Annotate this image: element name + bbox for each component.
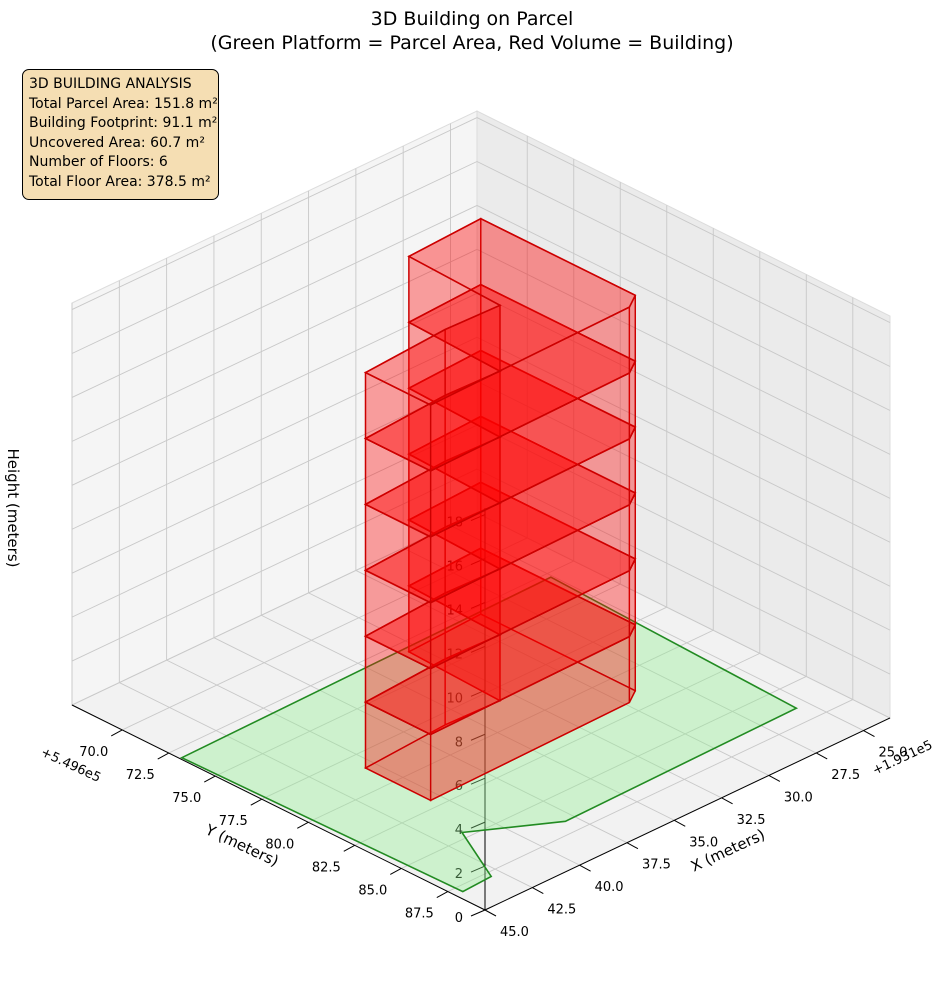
info-uncovered-area: Uncovered Area: 60.7 m²: [29, 134, 205, 151]
x-tick-mark: [626, 842, 639, 850]
grid-z-left: [476, 292, 891, 499]
z-tick-label: 0: [455, 911, 463, 926]
x-tick-label: 40.0: [595, 880, 624, 895]
info-parcel-area: Total Parcel Area: 151.8 m²: [29, 95, 218, 112]
grid-z-left: [476, 380, 891, 587]
grid-x-floor: [261, 614, 675, 821]
plot-volumes: [179, 217, 799, 893]
y-tick-mark: [250, 798, 262, 806]
y-tick-mark: [110, 729, 123, 737]
z-axis-label: Height (meters): [4, 449, 22, 568]
grid-z-left: [476, 205, 891, 411]
x-tick-mark: [484, 909, 497, 917]
floor-top-face: [363, 217, 637, 406]
y-tick-mark: [390, 868, 402, 875]
grid-x-floor: [119, 682, 533, 888]
grid-z-right: [71, 117, 478, 310]
y-tick-label: 72.5: [126, 768, 155, 783]
y-axis-line: [71, 704, 486, 911]
info-heading: 3D BUILDING ANALYSIS: [29, 76, 192, 92]
y-tick-label: 82.5: [312, 860, 341, 875]
grid-z-right: [71, 205, 478, 398]
z-tick-mark: [470, 777, 486, 785]
grid-z-right: [71, 161, 478, 354]
x-tick-label: 32.5: [737, 813, 766, 828]
x-tick-mark: [579, 864, 591, 872]
y-tick-mark: [343, 844, 356, 852]
info-number-of-floors: Number of Floors: 6: [29, 154, 168, 170]
z-tick-mark: [470, 645, 486, 653]
y-tick-label: 75.0: [172, 791, 201, 806]
z-tick-mark: [470, 601, 486, 609]
x-tick-label: 27.5: [831, 768, 860, 783]
z-tick-label: 2: [455, 867, 463, 882]
z-tick-mark: [470, 514, 486, 522]
grid-y-floor: [122, 537, 528, 731]
x-tick-mark: [863, 730, 875, 737]
grid-z-left: [476, 248, 891, 455]
x-tick-label: 42.5: [547, 903, 576, 918]
grid-y-floor: [354, 652, 760, 846]
z-tick-label: 8: [455, 735, 463, 750]
x-tick-mark: [721, 797, 733, 805]
x-tick-label: 35.0: [689, 835, 718, 850]
grid-z-left: [476, 468, 891, 675]
z-tick-mark: [470, 821, 486, 829]
y-tick-label: 85.0: [358, 883, 387, 898]
chart-title-line2: (Green Platform = Parcel Area, Red Volum…: [210, 32, 733, 54]
x-tick-label: 45.0: [500, 925, 529, 940]
y-tick-mark: [157, 752, 169, 760]
z-tick-label: 4: [455, 823, 463, 838]
grid-z-left: [476, 117, 891, 323]
x-axis-label: X (meters): [688, 825, 768, 875]
grid-z-left: [476, 161, 891, 367]
x-tick-mark: [768, 774, 781, 782]
grid-z-left: [476, 424, 891, 631]
y-tick-label: 70.0: [79, 745, 108, 760]
x-tick-label: 37.5: [642, 858, 671, 873]
y-tick-label: 87.5: [405, 907, 434, 922]
grid-y-floor: [401, 676, 807, 869]
info-building-footprint: Building Footprint: 91.1 m²: [29, 115, 218, 131]
x-tick-mark: [674, 819, 686, 827]
x-tick-mark: [532, 887, 544, 895]
z-tick-mark: [470, 909, 486, 917]
z-tick-label: 10: [446, 691, 463, 706]
grid-y-floor: [215, 583, 621, 777]
grid-z-left: [476, 336, 891, 543]
x-tick-mark: [815, 752, 828, 760]
grid-y-floor: [261, 606, 667, 800]
info-total-floor-area: Total Floor Area: 378.5 m²: [29, 173, 211, 190]
y-tick-mark: [297, 821, 309, 829]
y-tick-label: 77.5: [219, 814, 248, 829]
x-axis-line: [484, 717, 891, 911]
grid-y-floor: [168, 560, 574, 754]
grid-y-floor: [447, 699, 853, 892]
building-analysis-box: 3D BUILDING ANALYSIS Total Parcel Area: …: [22, 69, 219, 200]
axis-panes: [70, 110, 892, 911]
y-tick-mark: [436, 891, 449, 898]
x-tick-label: 25.0: [879, 746, 908, 761]
y-tick-label: 80.0: [265, 837, 294, 852]
axes: 25.0 27.5 30.0 32.5 35.0 37.5 40.0 42.5 45.0 70.0…: [71, 508, 908, 940]
grid-x-floor: [213, 637, 628, 844]
z-tick-mark: [470, 733, 486, 741]
grid-x-floor: [308, 592, 722, 799]
y-tick-mark: [204, 775, 216, 783]
x-tick-label: 30.0: [784, 790, 813, 805]
grid-y-floor: [308, 629, 714, 823]
grid-z-left: [476, 512, 891, 719]
z-tick-mark: [470, 865, 486, 873]
chart-title-line1: 3D Building on Parcel: [371, 8, 574, 30]
grid-x-floor: [166, 659, 580, 866]
parcel-platform: [179, 576, 799, 893]
